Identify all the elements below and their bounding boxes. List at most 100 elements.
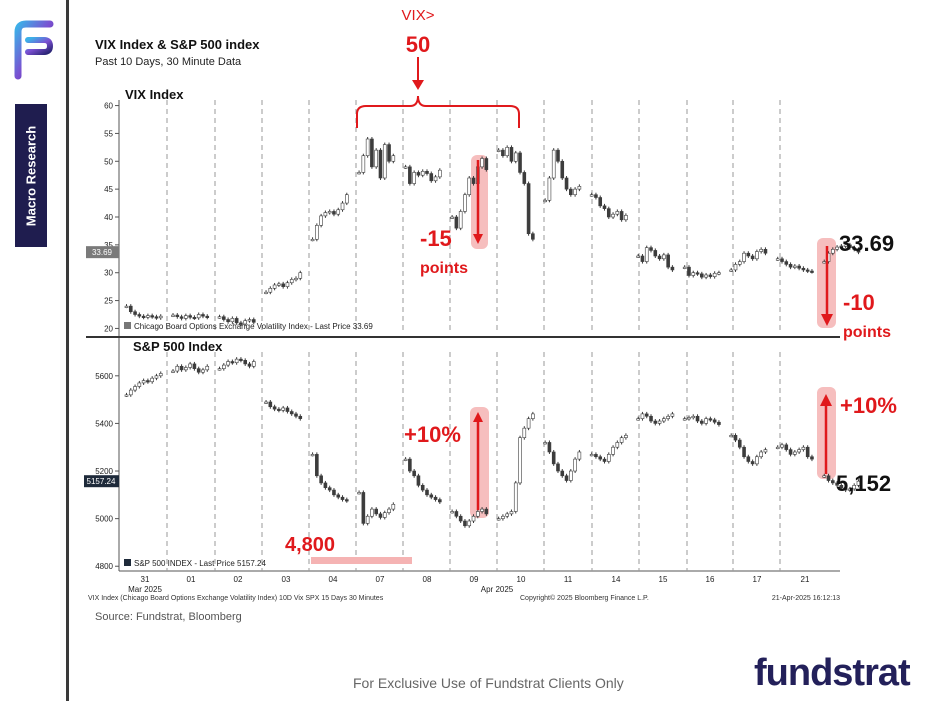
spx-bar — [247, 363, 252, 367]
spx-bar — [463, 520, 467, 527]
vix-bar — [759, 249, 763, 252]
vix-bar — [666, 254, 670, 268]
vix-bar — [569, 188, 573, 196]
vix-bar — [188, 315, 192, 318]
spx-bar — [475, 511, 480, 517]
vix-bar — [682, 266, 687, 269]
vix-bar — [416, 172, 421, 176]
vix-threshold-value: 50 — [406, 32, 430, 57]
spx-bar — [687, 417, 691, 420]
vix-bar — [594, 194, 598, 198]
vix-bar — [852, 247, 856, 250]
spx-bar — [239, 358, 243, 361]
vix-bar — [463, 194, 467, 212]
vix-bar — [272, 284, 277, 289]
spx-bar — [556, 463, 560, 472]
spx-bar — [361, 492, 366, 524]
vix-bar — [374, 149, 378, 168]
spx-bar — [234, 358, 239, 364]
spx-bar — [543, 442, 547, 445]
vix-bar — [124, 305, 129, 308]
vix-bar — [704, 274, 708, 278]
spx-bar — [146, 380, 150, 383]
spx-bar — [509, 511, 514, 515]
vix-bar — [822, 261, 827, 264]
vix-bar — [471, 177, 476, 184]
vix-bar — [281, 283, 285, 287]
spx-tick-label: 5000 — [95, 515, 113, 524]
spx-bar — [737, 439, 742, 448]
vix-bar — [615, 211, 620, 215]
spx-bar — [141, 380, 146, 384]
x-tick-label: 09 — [470, 575, 479, 584]
x-tick-label: 15 — [659, 575, 668, 584]
spx-bar — [382, 512, 387, 518]
vix-bar — [543, 199, 547, 203]
x-tick-label: 08 — [423, 575, 432, 584]
vix-bar — [467, 177, 472, 196]
vix-bar — [251, 319, 256, 323]
spx-bar — [205, 365, 210, 371]
spx-tick-label: 5400 — [95, 419, 113, 428]
spx-bar — [505, 513, 509, 517]
vix-bar — [788, 264, 793, 268]
vix-bar — [222, 316, 226, 320]
x-tick-label: 21 — [801, 575, 810, 584]
vix-bar — [746, 252, 751, 257]
vix-bar — [750, 255, 755, 260]
spx-bar — [531, 413, 535, 419]
vix-bar — [137, 314, 142, 317]
spx-bar — [340, 496, 345, 500]
spx-bar — [594, 454, 598, 458]
spx-rise-highlight — [470, 407, 489, 518]
spx-panel-title: S&P 500 Index — [133, 339, 223, 354]
vix-bar — [501, 149, 505, 157]
vix-bar — [691, 272, 696, 276]
vix-bar — [687, 266, 691, 276]
vix-bar — [234, 318, 239, 324]
vix-bar — [315, 225, 319, 240]
vix-bar — [458, 211, 463, 229]
bloomberg-footer-center: Copyright© 2025 Bloomberg Finance L.P. — [520, 594, 649, 602]
vix-bar — [408, 166, 412, 184]
spx-bar — [467, 520, 472, 527]
sidebar-divider — [66, 0, 69, 701]
chart-subtitle: Past 10 Days, 30 Minute Data — [95, 56, 242, 68]
x-tick-label: 10 — [517, 575, 526, 584]
vix-bar — [289, 279, 294, 284]
spx-bar — [733, 435, 738, 441]
x-tick-label: 07 — [376, 575, 385, 584]
vix-tick-label: 55 — [104, 129, 113, 138]
spx-bar — [759, 451, 763, 458]
spx-bar — [810, 456, 814, 460]
vix-bar — [230, 318, 235, 323]
vix-bar — [737, 261, 742, 265]
spx-bar — [425, 489, 429, 496]
spx-bar — [323, 482, 328, 488]
vix-bar — [505, 147, 509, 157]
spx-bar — [171, 370, 175, 373]
spx-bar — [704, 418, 708, 424]
x-tick-label: 16 — [706, 575, 715, 584]
spx-bar — [560, 470, 565, 477]
spx-bar — [196, 368, 201, 373]
vix-bar — [141, 315, 146, 318]
spx-bar — [615, 442, 620, 448]
vix-bar — [239, 322, 243, 325]
spx-bar — [649, 415, 653, 422]
spx-bar — [522, 427, 527, 438]
vix-bar — [644, 247, 649, 262]
vix-bar — [357, 172, 361, 175]
spx-bar — [780, 444, 784, 448]
vix-bar — [602, 205, 607, 209]
vix-bar — [345, 194, 349, 204]
vix-bar — [784, 261, 789, 265]
vix-bar — [729, 269, 734, 272]
vix-legend-text: Chicago Board Options Exchange Volatilit… — [134, 322, 373, 331]
spx-bar — [420, 485, 425, 491]
spx-bar — [653, 420, 658, 424]
spx-bar — [606, 454, 611, 462]
x-tick-label: 02 — [234, 575, 243, 584]
spx-bar — [742, 446, 746, 458]
vix-bar — [298, 272, 303, 279]
